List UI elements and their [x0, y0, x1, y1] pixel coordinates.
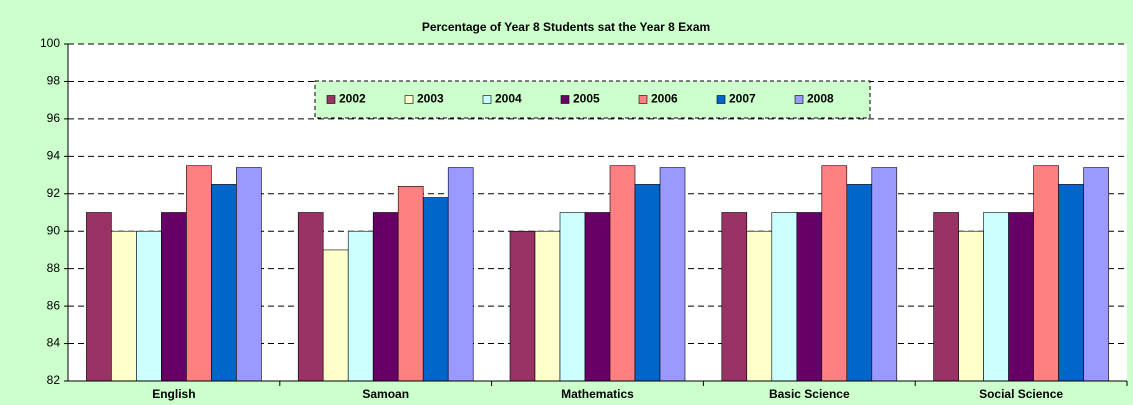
bar [297, 212, 324, 382]
y-tick-label: 98 [47, 74, 61, 88]
bar [771, 212, 798, 382]
legend-swatch [482, 95, 492, 104]
bar [871, 167, 898, 382]
legend-swatch [404, 95, 414, 104]
x-tick-label: Basic Science [769, 387, 850, 401]
y-tick-label: 96 [47, 111, 61, 125]
y-tick-label: 94 [47, 149, 61, 163]
legend-swatch [326, 95, 336, 104]
legend-swatch [560, 95, 570, 104]
y-tick-label: 84 [47, 336, 61, 350]
legend-swatch [716, 95, 726, 104]
legend-label: 2007 [729, 92, 756, 106]
bar [186, 165, 212, 382]
y-tick-label: 86 [47, 298, 61, 312]
bar [136, 230, 162, 382]
bar [422, 197, 449, 382]
legend-label: 2004 [495, 92, 522, 106]
bar [746, 230, 773, 382]
x-tick-label: Social Science [979, 387, 1063, 401]
bar [509, 230, 536, 382]
bar [1083, 167, 1109, 382]
x-tick-label: Mathematics [561, 387, 634, 401]
bar [983, 212, 1009, 382]
bar [447, 167, 474, 382]
x-tick-label: English [152, 387, 195, 401]
y-tick-label: 82 [47, 373, 61, 387]
bar [609, 165, 636, 382]
bar [236, 167, 262, 382]
bar [86, 212, 112, 382]
bar [211, 184, 237, 382]
legend-label: 2008 [807, 92, 834, 106]
legend-label: 2003 [417, 92, 444, 106]
legend-label: 2005 [573, 92, 600, 106]
chart-title: Percentage of Year 8 Students sat the Ye… [422, 20, 710, 34]
legend-swatch [638, 95, 648, 104]
bar [1008, 212, 1034, 382]
legend-label: 2006 [651, 92, 678, 106]
y-tick-label: 92 [47, 186, 61, 200]
bar [634, 184, 661, 382]
bar [1033, 165, 1059, 382]
bar [846, 184, 873, 382]
bar [559, 212, 586, 382]
bar [659, 167, 686, 382]
bar [721, 212, 748, 382]
bar [933, 212, 959, 382]
bar [584, 212, 611, 382]
bar [821, 165, 848, 382]
bar [161, 212, 187, 382]
legend-label: 2002 [339, 92, 366, 106]
x-tick-label: Samoan [362, 387, 409, 401]
bar [534, 230, 561, 382]
y-tick-label: 88 [47, 261, 61, 275]
y-tick-label: 90 [47, 223, 61, 237]
bar [322, 249, 349, 382]
bar [397, 185, 424, 382]
legend-swatch [794, 95, 804, 104]
bar [958, 230, 984, 382]
bar [796, 212, 823, 382]
y-tick-label: 100 [40, 36, 60, 50]
bar [111, 230, 137, 382]
bar [1058, 184, 1084, 382]
bar [372, 212, 399, 382]
bar [347, 230, 374, 382]
